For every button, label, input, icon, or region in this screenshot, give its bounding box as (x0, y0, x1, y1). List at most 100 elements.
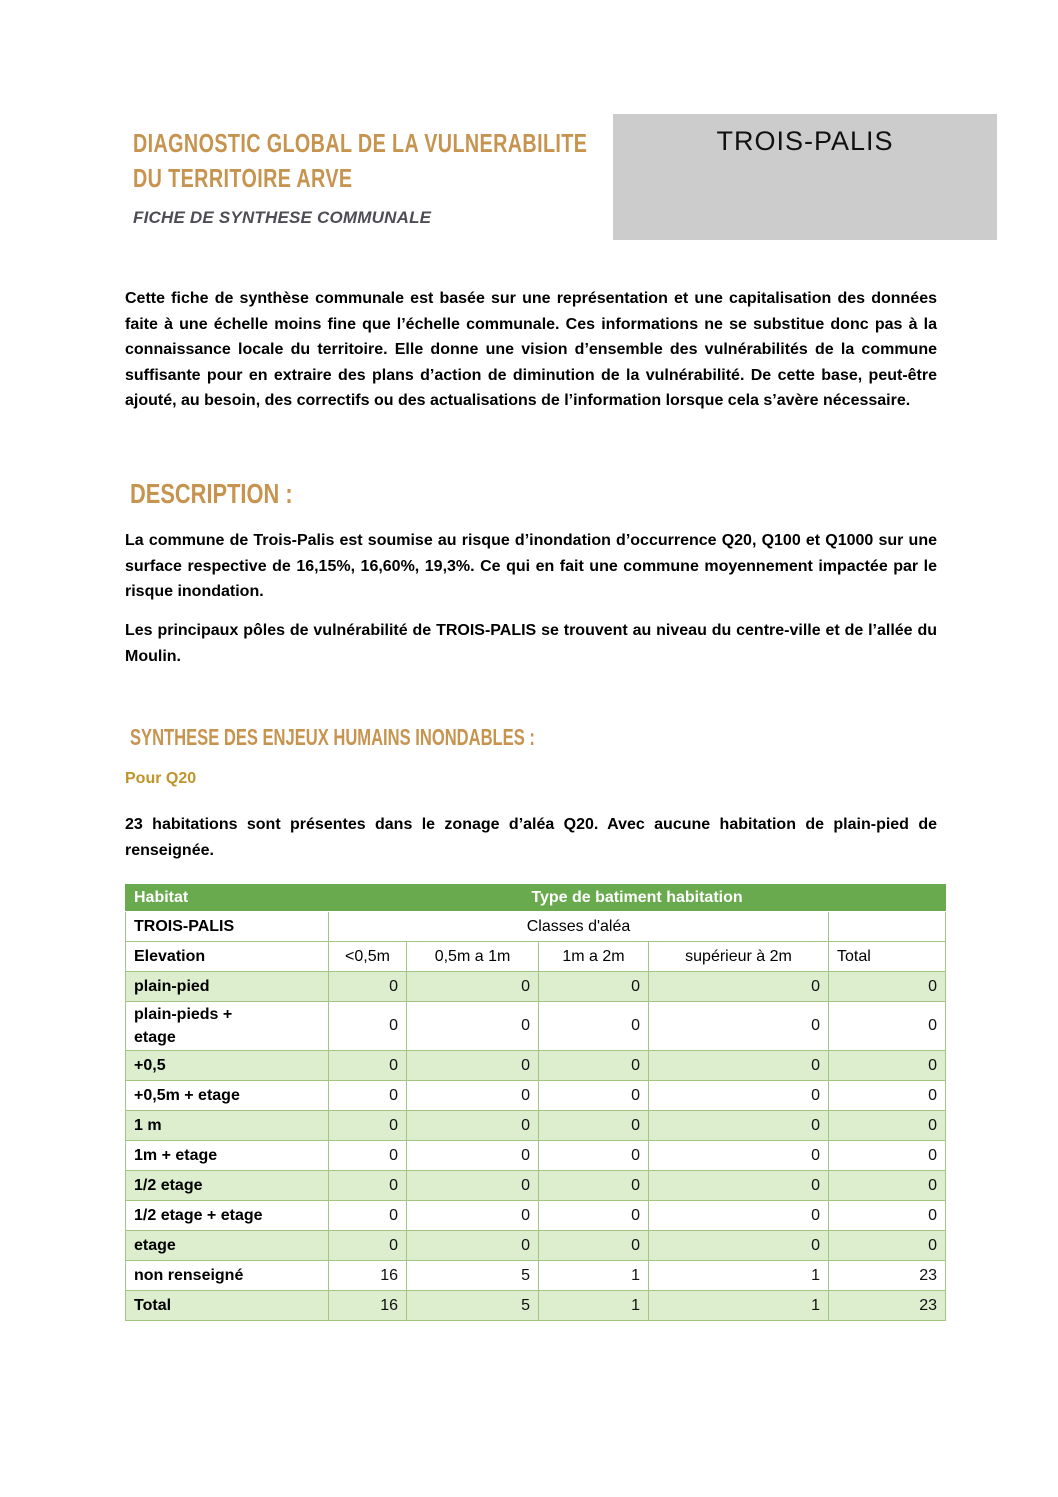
cell-value: 5 (406, 1290, 539, 1321)
cell-value: 0 (406, 1001, 539, 1051)
row-label: 1/2 etage + etage (125, 1200, 329, 1231)
table-header-habitat: Habitat (125, 884, 329, 912)
cell-value: 0 (828, 1230, 946, 1261)
cell-value: 0 (406, 1200, 539, 1231)
row-label: etage (125, 1230, 329, 1261)
section-heading-synthese: SYNTHESE DES ENJEUX HUMAINS INONDABLES : (130, 724, 692, 751)
cell-value: 23 (828, 1290, 946, 1321)
cell-value: 1 (648, 1290, 829, 1321)
table-commune-cell: TROIS-PALIS (125, 911, 329, 942)
cell-value: 0 (538, 1080, 649, 1111)
cell-value: 0 (648, 1001, 829, 1051)
title-line-2: DU TERRITOIRE ARVE (133, 161, 731, 196)
cell-value: 0 (328, 1110, 407, 1141)
column-header-lt05m: <0,5m (328, 941, 407, 972)
cell-value: 5 (406, 1260, 539, 1291)
row-label: Total (125, 1290, 329, 1321)
cell-value: 0 (538, 1230, 649, 1261)
cell-value: 0 (406, 1170, 539, 1201)
cell-value: 0 (648, 1170, 829, 1201)
table-commune-row: TROIS-PALIS Classes d'aléa (125, 911, 946, 942)
table-row: +0,5 0 0 0 0 0 (125, 1050, 946, 1081)
table-row: plain-pieds + etage 0 0 0 0 0 (125, 1001, 946, 1051)
cell-value: 0 (328, 1170, 407, 1201)
table-row: 1/2 etage + etage 0 0 0 0 0 (125, 1200, 946, 1231)
habitat-table-rows: plain-pied 0 0 0 0 0 plain-pieds + etage 0 0 0 0 0 +… (125, 971, 946, 1321)
commune-name: TROIS-PALIS (716, 126, 894, 156)
row-label: 1m + etage (125, 1140, 329, 1171)
cell-value: 0 (828, 971, 946, 1002)
cell-value: 0 (538, 1170, 649, 1201)
title-line-2-text: DU TERRITOIRE ARVE (133, 163, 353, 193)
table-elevation-label: Elevation (125, 941, 329, 972)
column-header-05m-1m: 0,5m a 1m (406, 941, 539, 972)
table-classes-alea-cell: Classes d'aléa (328, 911, 829, 942)
cell-value: 0 (648, 1050, 829, 1081)
cell-value: 1 (648, 1260, 829, 1291)
title-line-1-text: DIAGNOSTIC GLOBAL DE LA VULNERABILITE (133, 128, 588, 158)
cell-value: 0 (328, 1140, 407, 1171)
description-paragraph-1: La commune de Trois-Palis est soumise au… (125, 532, 937, 600)
cell-value: 0 (406, 971, 539, 1002)
row-label: +0,5m + etage (125, 1080, 329, 1111)
cell-value: 0 (328, 971, 407, 1002)
cell-value: 0 (648, 1080, 829, 1111)
title-line-1: DIAGNOSTIC GLOBAL DE LA VULNERABILITE (133, 126, 731, 161)
habitat-table: Habitat Type de batiment habitation TROI… (125, 884, 946, 1321)
cell-value: 0 (828, 1050, 946, 1081)
description-paragraph-2: Les principaux pôles de vulnérabilité de… (125, 622, 937, 665)
cell-value: 0 (648, 1110, 829, 1141)
cell-value: 0 (648, 1200, 829, 1231)
cell-value: 0 (328, 1200, 407, 1231)
cell-value: 0 (406, 1080, 539, 1111)
intro-paragraph: Cette fiche de synthèse communale est ba… (125, 290, 937, 409)
cell-value: 0 (406, 1110, 539, 1141)
row-label: +0,5 (125, 1050, 329, 1081)
cell-value: 0 (828, 1080, 946, 1111)
row-label: 1/2 etage (125, 1170, 329, 1201)
cell-value: 0 (328, 1001, 407, 1051)
table-row: Total 16 5 1 1 23 (125, 1290, 946, 1321)
cell-value: 0 (828, 1200, 946, 1231)
cell-value: 23 (828, 1260, 946, 1291)
column-header-1m-2m: 1m a 2m (538, 941, 649, 972)
cell-value: 0 (828, 1001, 946, 1051)
cell-value: 0 (828, 1110, 946, 1141)
table-header-row: Habitat Type de batiment habitation (125, 884, 946, 912)
table-row: +0,5m + etage 0 0 0 0 0 (125, 1080, 946, 1111)
cell-value: 0 (328, 1230, 407, 1261)
column-header-sup-2m: supérieur à 2m (648, 941, 829, 972)
table-column-header-row: Elevation <0,5m 0,5m a 1m 1m a 2m supéri… (125, 941, 946, 972)
table-row: etage 0 0 0 0 0 (125, 1230, 946, 1261)
cell-value: 0 (648, 1230, 829, 1261)
cell-value: 0 (538, 1050, 649, 1081)
table-row: plain-pied 0 0 0 0 0 (125, 971, 946, 1002)
cell-value: 0 (828, 1170, 946, 1201)
cell-value: 0 (538, 1140, 649, 1171)
cell-value: 0 (648, 1140, 829, 1171)
cell-value: 0 (538, 971, 649, 1002)
row-label: plain-pied (125, 971, 329, 1002)
cell-value: 0 (328, 1050, 407, 1081)
row-label: 1 m (125, 1110, 329, 1141)
table-row: 1m + etage 0 0 0 0 0 (125, 1140, 946, 1171)
column-header-total: Total (828, 941, 946, 972)
synthese-paragraph: 23 habitations sont présentes dans le zo… (125, 816, 937, 859)
cell-value: 0 (538, 1110, 649, 1141)
row-label: plain-pieds + etage (125, 1001, 329, 1051)
cell-value: 0 (538, 1001, 649, 1051)
cell-value: 0 (828, 1140, 946, 1171)
cell-value: 0 (328, 1080, 407, 1111)
cell-value: 0 (406, 1140, 539, 1171)
cell-value: 0 (538, 1200, 649, 1231)
section-heading-synthese-text: SYNTHESE DES ENJEUX HUMAINS INONDABLES : (130, 724, 535, 750)
commune-name-box: TROIS-PALIS (613, 114, 997, 240)
table-row: 1/2 etage 0 0 0 0 0 (125, 1170, 946, 1201)
section-heading-description: DESCRIPTION : (130, 478, 338, 510)
section-heading-description-text: DESCRIPTION : (130, 478, 293, 509)
cell-value: 16 (328, 1290, 407, 1321)
table-empty-cell (828, 911, 946, 942)
subheading-pour-q20: Pour Q20 (125, 770, 197, 787)
